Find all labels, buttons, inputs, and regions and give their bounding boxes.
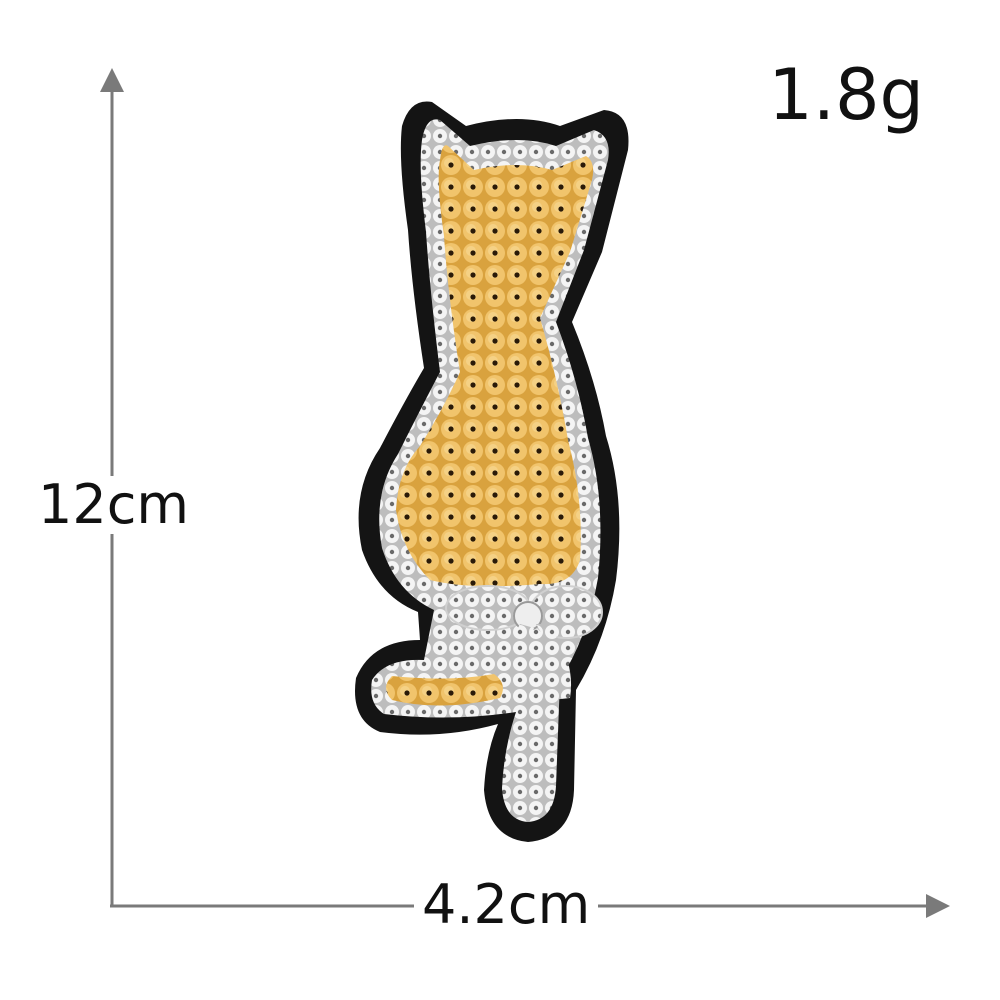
cat-sequin-patch xyxy=(355,101,629,842)
arrow-up-icon xyxy=(100,68,124,92)
gold-sequin-body xyxy=(396,145,594,587)
width-label: 4.2cm xyxy=(414,876,599,934)
arrow-right-icon xyxy=(926,894,950,918)
weight-label: 1.8g xyxy=(768,54,924,136)
silver-sequin-bow xyxy=(445,585,603,700)
height-label: 12cm xyxy=(38,473,190,536)
gold-sequin-tail xyxy=(386,674,503,706)
